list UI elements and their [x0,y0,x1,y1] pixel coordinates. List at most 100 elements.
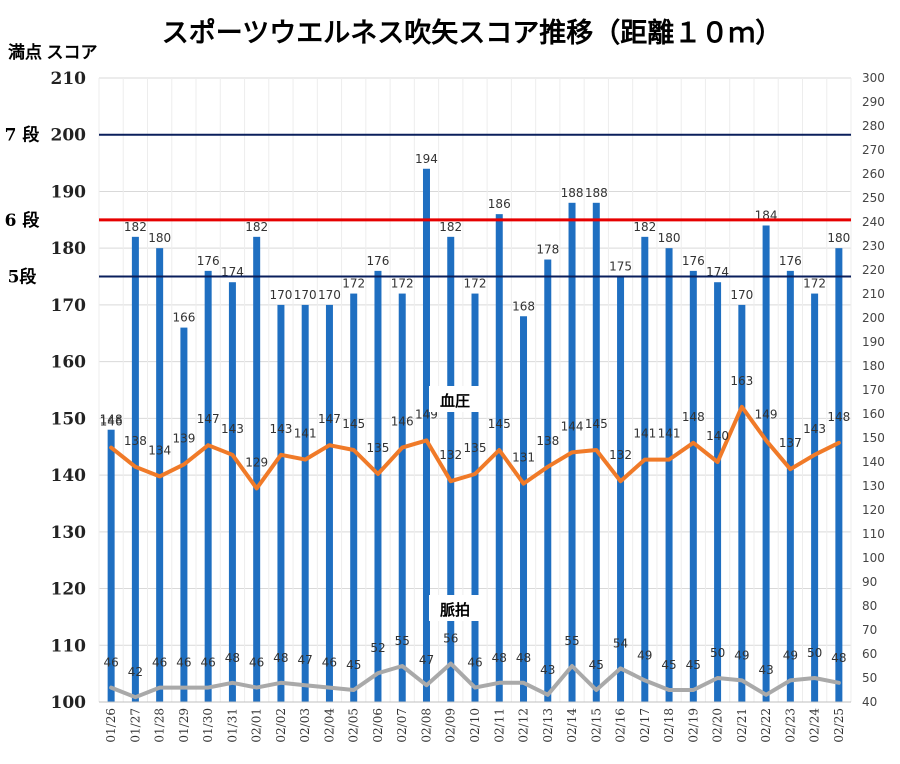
x-tick-label: 02/06 [371,708,385,743]
y-tick-label: 200 [51,126,87,146]
y2-tick-label: 290 [862,95,885,109]
y2-tick-label: 70 [862,623,877,637]
pulse-value-label: 55 [395,634,410,648]
bar-value-label: 180 [827,231,850,245]
y2-tick-label: 170 [862,383,885,397]
blood-pressure-value-label: 137 [779,436,802,450]
blood-pressure-value-label: 132 [609,448,632,462]
y2-tick-label: 130 [862,479,885,493]
x-tick-label: 02/19 [686,708,700,743]
y2-tick-label: 300 [862,71,885,85]
bar-value-label: 176 [779,254,802,268]
x-tick-label: 01/31 [225,708,239,743]
blood-pressure-value-label: 132 [439,448,462,462]
y2-tick-label: 200 [862,311,885,325]
pulse-value-label: 43 [758,663,773,677]
y2-tick-label: 190 [862,335,885,349]
bar [107,429,115,702]
bar [131,236,139,702]
blood-pressure-value-label: 145 [585,417,608,431]
bar [277,304,285,702]
bar-value-label: 182 [245,220,268,234]
y-tick-label: 150 [51,409,87,429]
pulse-value-label: 48 [492,651,507,665]
x-tick-label: 02/20 [711,708,725,743]
blood-pressure-value-label: 131 [512,451,535,465]
y2-tick-label: 120 [862,503,885,517]
y-tick-label: 130 [51,523,87,543]
line-series [109,404,841,700]
blood-pressure-value-label: 139 [172,431,195,445]
blood-pressure-value-label: 143 [803,422,826,436]
x-tick-label: 02/15 [589,708,603,743]
pulse-value-label: 47 [419,653,434,667]
blood-pressure-value-label: 135 [367,441,390,455]
bar [471,293,479,702]
blood-pressure-value-label: 143 [269,422,292,436]
pulse-value-label: 46 [322,656,337,670]
pulse-value-label: 50 [710,646,725,660]
pulse-value-label: 49 [783,648,798,662]
x-tick-label: 02/17 [638,708,652,743]
pulse-value-label: 45 [661,658,676,672]
bar [204,270,212,702]
bar-value-label: 172 [391,277,414,291]
pulse-value-label: 45 [589,658,604,672]
bar [714,282,722,702]
bar [641,236,649,702]
pulse-value-label: 46 [176,656,191,670]
bar [350,293,358,702]
bar [301,304,309,702]
x-tick-label: 01/27 [128,708,142,743]
gridlines [98,77,852,703]
blood-pressure-value-label: 146 [391,415,414,429]
bar-value-label: 170 [730,288,753,302]
bar-value-label: 186 [488,197,511,211]
blood-pressure-value-label: 135 [464,441,487,455]
bar-value-label: 170 [318,288,341,302]
y2-tick-label: 220 [862,263,885,277]
y2-tick-label: 100 [862,551,885,565]
x-tick-label: 02/10 [468,708,482,743]
bar-value-label: 180 [658,231,681,245]
y2-tick-label: 270 [862,143,885,157]
pulse-value-label: 48 [831,651,846,665]
bar-value-label: 180 [148,231,171,245]
bar [738,304,746,702]
bar [520,316,528,702]
y2-tick-label: 240 [862,215,885,229]
reference-label: 7 段 [5,125,40,146]
x-tick-label: 02/03 [298,708,312,743]
bar-value-label: 168 [512,299,535,313]
blood-pressure-value-label: 141 [633,427,656,441]
blood-pressure-value-label: 148 [682,410,705,424]
x-tick-label: 02/08 [419,708,433,743]
pulse-value-label: 48 [516,651,531,665]
x-tick-label: 01/26 [104,708,118,743]
bar-value-label: 170 [269,288,292,302]
x-tick-label: 02/05 [347,708,361,743]
x-tick-label: 02/04 [322,708,336,743]
x-tick-label: 02/13 [541,708,555,743]
y2-tick-label: 250 [862,191,885,205]
bar [835,248,843,702]
bar-value-label: 176 [367,254,390,268]
chart-title: スポーツウエルネス吹矢スコア推移（距離１０ｍ） [162,17,782,49]
pulse-value-label: 46 [152,656,167,670]
bar [180,327,188,702]
y2-tick-label: 60 [862,647,877,661]
bar-value-label: 182 [633,220,656,234]
y2-tick-label: 260 [862,167,885,181]
blood-pressure-value-label: 129 [245,455,268,469]
bar [325,304,333,702]
x-tick-label: 02/11 [492,708,506,743]
y-tick-label: 160 [51,353,87,373]
bar-value-label: 188 [585,186,608,200]
pulse-value-label: 45 [686,658,701,672]
bar [253,236,261,702]
pulse-value-label: 50 [807,646,822,660]
y2-tick-label: 40 [862,695,877,709]
pulse-value-label: 43 [540,663,555,677]
x-tick-label: 02/22 [759,708,773,743]
blood-pressure-value-label: 163 [730,374,753,388]
